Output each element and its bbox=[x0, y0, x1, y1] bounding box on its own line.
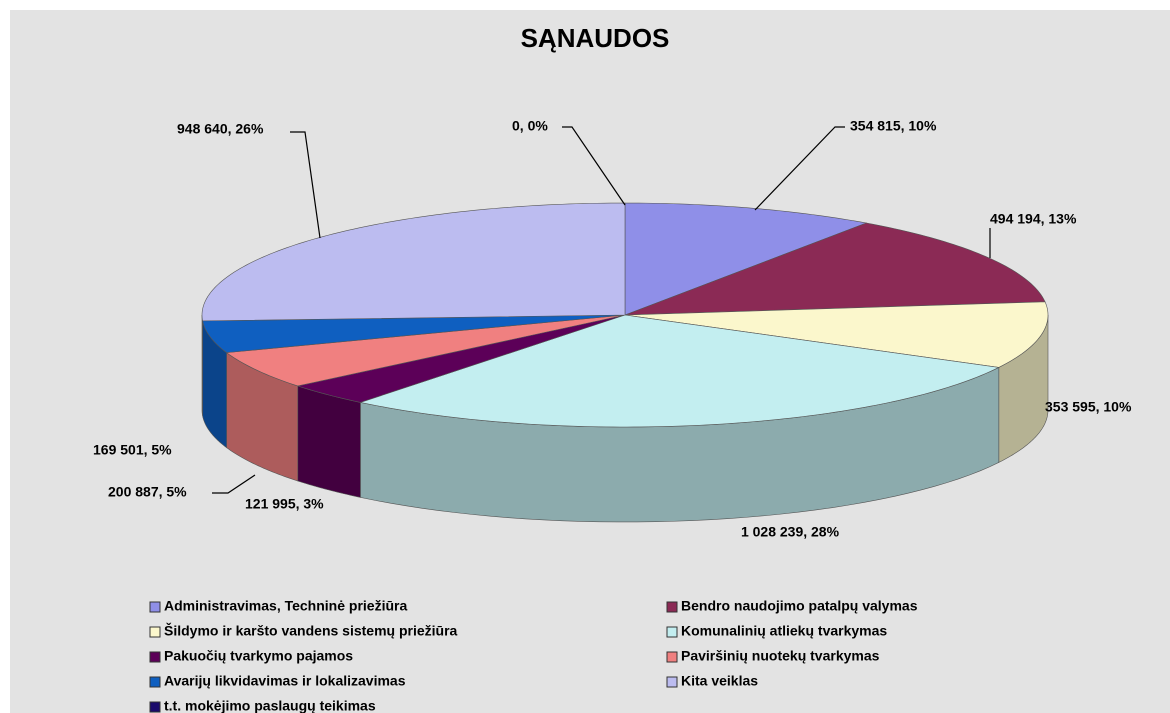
legend-swatch bbox=[149, 651, 161, 663]
chart-title: SĄNAUDOS bbox=[521, 23, 670, 53]
legend-label: Administravimas, Techninė priežiūra bbox=[164, 598, 407, 614]
legend-swatch bbox=[666, 651, 678, 663]
slice-side bbox=[297, 385, 361, 498]
legend-label: Šildymo ir karšto vandens sistemų prieži… bbox=[164, 622, 458, 639]
data-label: 494 194, 13% bbox=[990, 211, 1077, 227]
slice bbox=[359, 314, 1000, 428]
leader-line bbox=[212, 474, 256, 494]
slice bbox=[202, 314, 626, 353]
slice bbox=[624, 222, 1046, 316]
legend-label: Pakuočių tvarkymo pajamos bbox=[164, 648, 353, 664]
legend-swatch bbox=[149, 626, 161, 638]
legend-swatch bbox=[149, 701, 161, 713]
leader-line bbox=[562, 126, 626, 206]
data-label: 121 995, 3% bbox=[245, 496, 324, 512]
leader-line bbox=[290, 131, 321, 239]
legend-swatch bbox=[666, 626, 678, 638]
leader-line bbox=[754, 126, 845, 211]
legend-label: Komunalinių atliekų tvarkymas bbox=[681, 623, 887, 639]
slice bbox=[296, 314, 626, 403]
legend-label: Bendro naudojimo patalpų valymas bbox=[681, 598, 918, 614]
legend-swatch bbox=[149, 601, 161, 613]
data-label: 353 595, 10% bbox=[1045, 399, 1132, 415]
slice bbox=[624, 202, 868, 316]
legend-swatch bbox=[666, 601, 678, 613]
legend-label: Kita veiklas bbox=[681, 673, 758, 689]
data-label: 0, 0% bbox=[512, 118, 548, 134]
slice bbox=[624, 301, 1049, 368]
slice bbox=[225, 314, 626, 387]
legend-swatch bbox=[149, 676, 161, 688]
legend-label: Avarijų likvidavimas ir lokalizavimas bbox=[164, 673, 406, 689]
data-label: 200 887, 5% bbox=[108, 484, 187, 500]
legend-label: t.t. mokėjimo paslaugų teikimas bbox=[164, 698, 376, 713]
slice bbox=[201, 202, 626, 322]
legend-swatch bbox=[666, 676, 678, 688]
data-label: 169 501, 5% bbox=[93, 442, 172, 458]
legend-label: Paviršinių nuotekų tvarkymas bbox=[681, 648, 880, 664]
data-label: 354 815, 10% bbox=[850, 118, 937, 134]
data-label: 1 028 239, 28% bbox=[741, 524, 840, 540]
data-label: 948 640, 26% bbox=[177, 121, 264, 137]
slice-side bbox=[201, 315, 203, 416]
